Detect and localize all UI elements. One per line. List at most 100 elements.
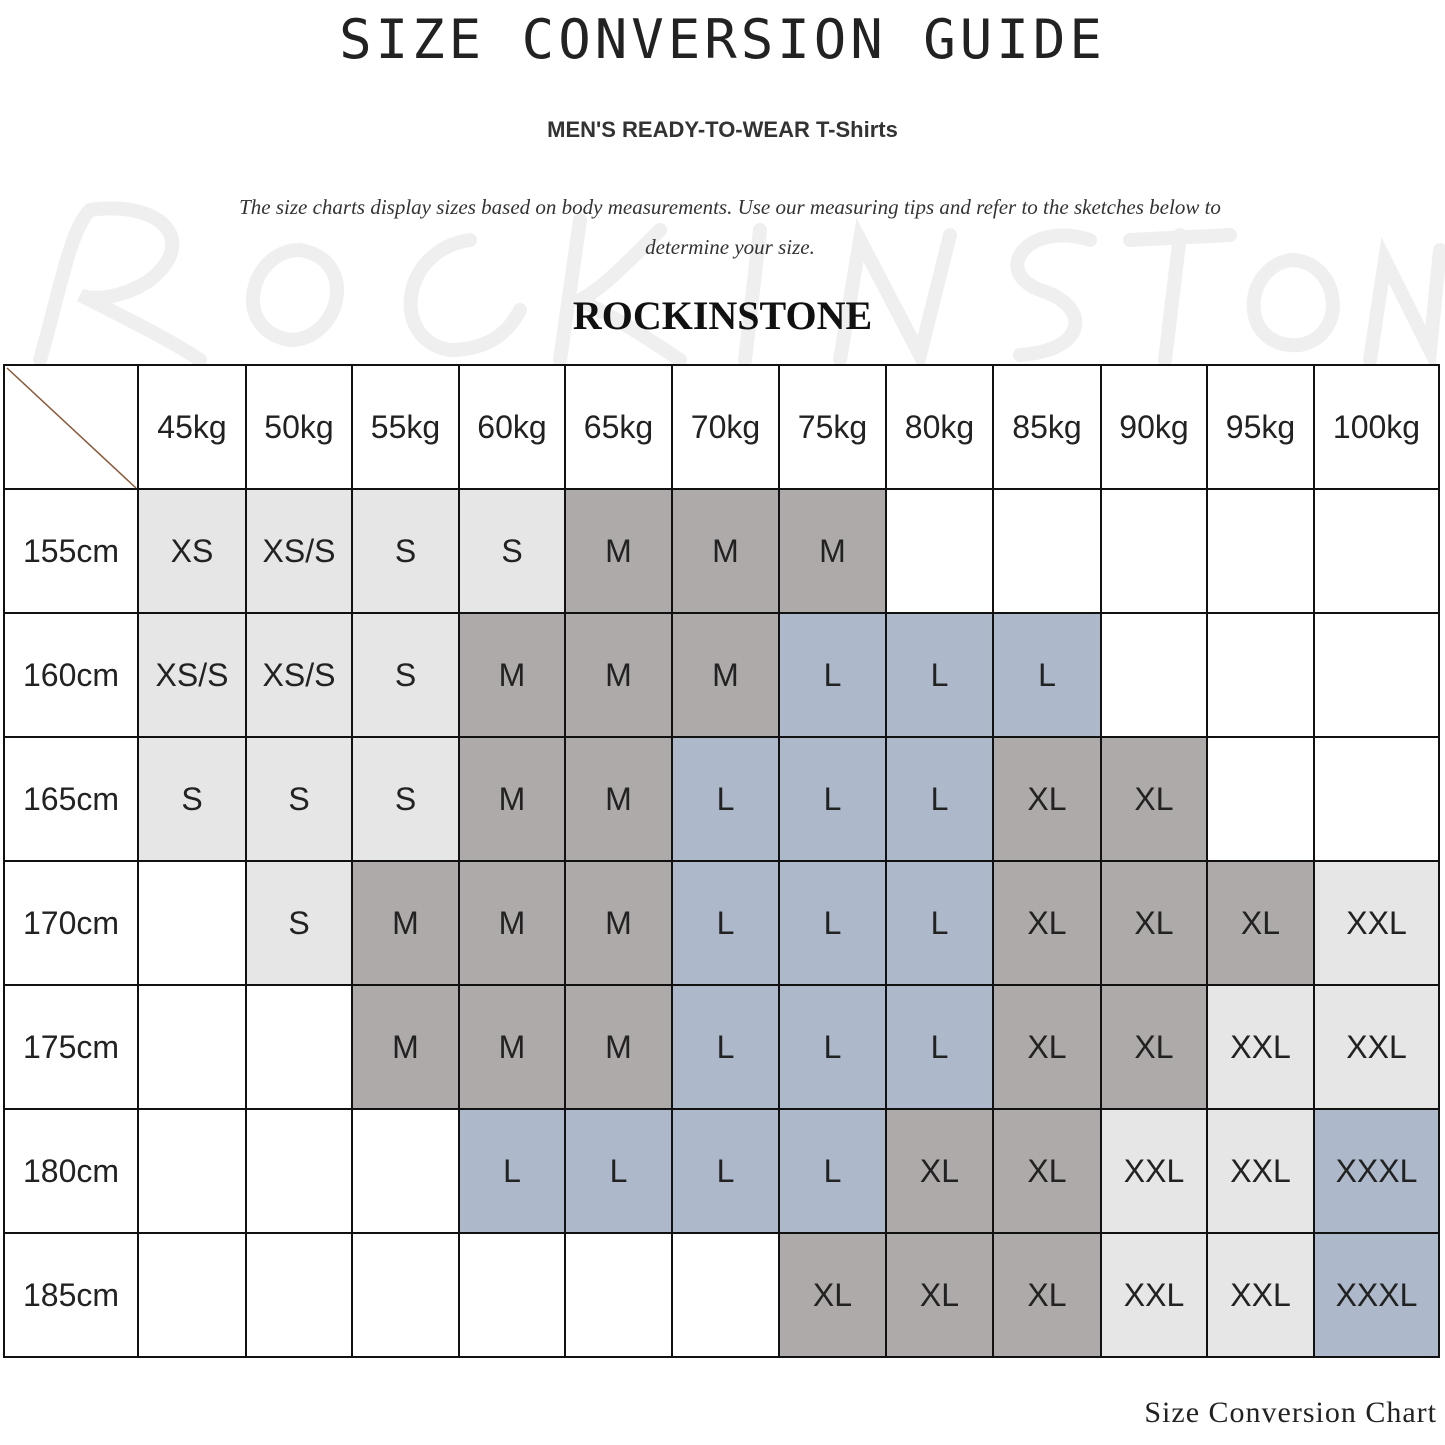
weight-header: 55kg [351, 364, 460, 490]
size-cell: S [245, 860, 353, 986]
weight-header: 75kg [778, 364, 887, 490]
size-table: 45kg 50kg 55kg 60kg 65kg 70kg 75kg 80kg 85kg 90kg… [3, 364, 1440, 1358]
size-cell: L [885, 612, 994, 738]
size-cell: M [458, 736, 566, 862]
size-cell: XL [1100, 984, 1208, 1110]
size-cell [1206, 736, 1315, 862]
size-cell: XXXL [1313, 1232, 1440, 1358]
size-cell: XXL [1206, 984, 1315, 1110]
weight-header: 90kg [1100, 364, 1208, 490]
size-cell: L [671, 1108, 780, 1234]
size-cell: L [458, 1108, 566, 1234]
size-cell [137, 860, 247, 986]
table-row: 160cm XS/S XS/S S M M M L L L [3, 612, 1440, 738]
size-cell: XXL [1100, 1232, 1208, 1358]
diagonal-line [6, 367, 137, 489]
subtitle: MEN'S READY-TO-WEAR T-Shirts [547, 117, 898, 142]
size-cell [885, 488, 994, 614]
size-cell: M [458, 860, 566, 986]
table-row: 170cm S M M M L L L XL XL XL XXL [3, 860, 1440, 986]
size-cell: L [992, 612, 1102, 738]
size-cell: M [564, 860, 673, 986]
weight-header: 95kg [1206, 364, 1315, 490]
footer-caption: Size Conversion Chart [1144, 1396, 1437, 1429]
size-cell [1313, 612, 1440, 738]
size-cell: XL [1100, 860, 1208, 986]
size-cell [245, 1108, 353, 1234]
size-cell [1100, 488, 1208, 614]
size-cell: XL [885, 1108, 994, 1234]
size-cell: XL [992, 736, 1102, 862]
page-title: SIZE CONVERSION GUIDE [339, 8, 1106, 71]
size-cell [458, 1232, 566, 1358]
weight-header: 50kg [245, 364, 353, 490]
size-cell: S [351, 488, 460, 614]
size-cell [1206, 488, 1315, 614]
size-cell: XL [992, 1232, 1102, 1358]
weight-header: 45kg [137, 364, 247, 490]
size-cell: L [885, 984, 994, 1110]
size-cell: M [351, 984, 460, 1110]
size-cell: L [778, 1108, 887, 1234]
size-cell: L [885, 736, 994, 862]
table-row: 185cm XL XL XL XXL XXL XXXL [3, 1232, 1440, 1358]
weight-header: 60kg [458, 364, 566, 490]
weight-header: 100kg [1313, 364, 1440, 490]
height-header: 165cm [3, 736, 139, 862]
size-cell: XXL [1313, 860, 1440, 986]
weight-header: 70kg [671, 364, 780, 490]
size-cell: M [564, 612, 673, 738]
description: The size charts display sizes based on b… [239, 195, 1221, 259]
size-cell [245, 984, 353, 1110]
size-cell: M [458, 984, 566, 1110]
height-header: 175cm [3, 984, 139, 1110]
size-cell: L [671, 984, 780, 1110]
weight-header: 80kg [885, 364, 994, 490]
size-cell: L [564, 1108, 673, 1234]
size-cell: XXL [1100, 1108, 1208, 1234]
size-cell: M [458, 612, 566, 738]
size-cell: M [351, 860, 460, 986]
size-cell: L [671, 736, 780, 862]
size-cell [245, 1232, 353, 1358]
size-cell: S [458, 488, 566, 614]
size-cell: M [671, 488, 780, 614]
size-cell [1206, 612, 1315, 738]
size-cell: L [778, 736, 887, 862]
size-cell: S [137, 736, 247, 862]
size-cell: XS [137, 488, 247, 614]
height-header: 180cm [3, 1108, 139, 1234]
size-cell: M [778, 488, 887, 614]
size-cell: XS/S [137, 612, 247, 738]
size-cell [137, 1232, 247, 1358]
size-cell: XXL [1206, 1108, 1315, 1234]
size-cell [137, 984, 247, 1110]
height-header: 160cm [3, 612, 139, 738]
size-cell: M [564, 488, 673, 614]
size-cell: XL [992, 860, 1102, 986]
size-cell: XL [778, 1232, 887, 1358]
table-row: 165cm S S S M M L L L XL XL [3, 736, 1440, 862]
size-cell: XXXL [1313, 1108, 1440, 1234]
table-row: 180cm L L L L XL XL XXL XXL XXXL [3, 1108, 1440, 1234]
size-cell [564, 1232, 673, 1358]
corner-cell [3, 364, 139, 490]
size-cell: XL [992, 984, 1102, 1110]
size-cell [671, 1232, 780, 1358]
size-cell: XL [885, 1232, 994, 1358]
size-cell [1313, 488, 1440, 614]
size-cell: S [245, 736, 353, 862]
size-cell: M [671, 612, 780, 738]
size-cell: XL [1100, 736, 1208, 862]
size-cell: S [351, 736, 460, 862]
size-cell: S [351, 612, 460, 738]
size-cell: L [778, 984, 887, 1110]
size-cell: XS/S [245, 612, 353, 738]
table-row: 155cm XS XS/S S S M M M [3, 488, 1440, 614]
size-cell: XL [992, 1108, 1102, 1234]
size-cell: M [564, 736, 673, 862]
size-cell [1313, 736, 1440, 862]
size-cell: XXL [1206, 1232, 1315, 1358]
size-cell: XL [1206, 860, 1315, 986]
height-header: 185cm [3, 1232, 139, 1358]
